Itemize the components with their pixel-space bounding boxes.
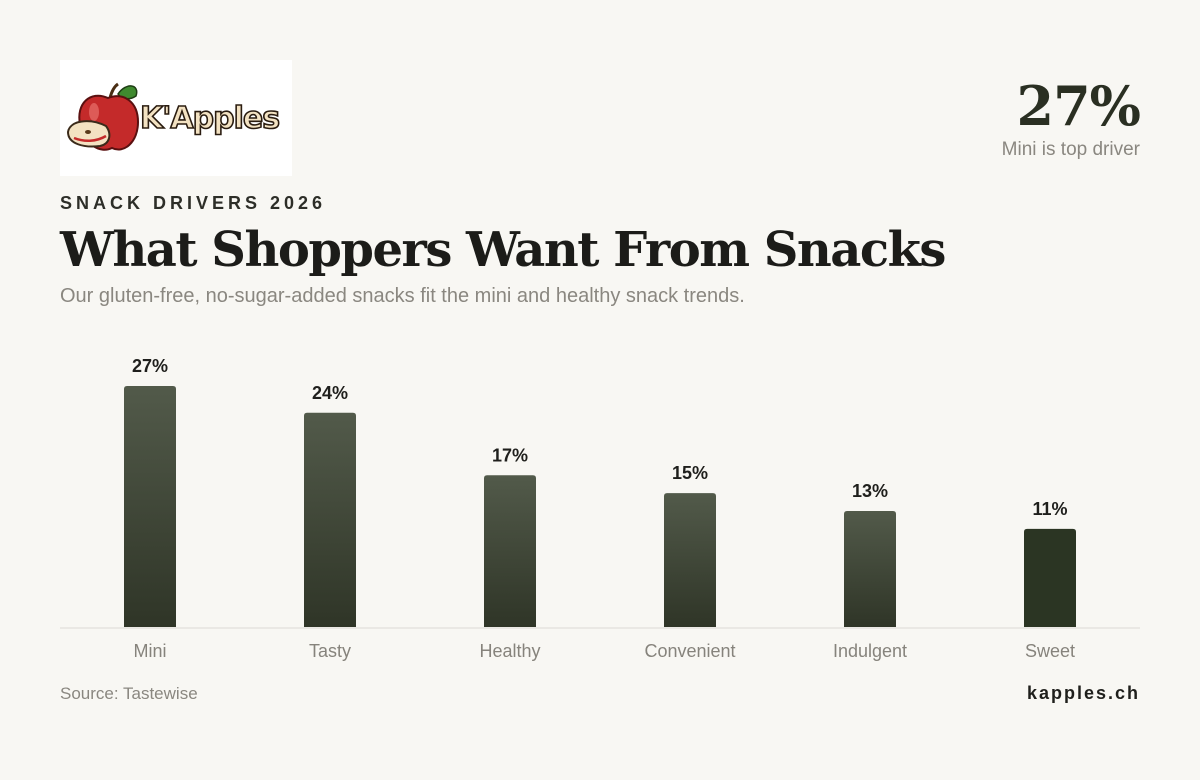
category-label: Indulgent	[833, 641, 907, 661]
bar-value-label: 17%	[492, 445, 528, 465]
bar-mini	[124, 386, 176, 627]
category-label: Mini	[133, 641, 166, 661]
kpi-block: 27% Mini is top driver	[1001, 74, 1141, 162]
brand-logo: K'Apples	[60, 60, 292, 176]
bar-value-label: 15%	[672, 463, 708, 483]
logo-wordmark: K'Apples	[140, 101, 279, 136]
page-title: What Shoppers Want From Snacks	[60, 222, 946, 278]
bar-sweet	[1024, 528, 1076, 627]
source-note: Source: Tastewise	[60, 684, 198, 703]
website-link[interactable]: kapples.ch	[1026, 683, 1140, 703]
eyebrow-label: SNACK DRIVERS 2026	[60, 193, 327, 213]
page-subtitle: Our gluten-free, no-sugar-added snacks f…	[60, 285, 745, 307]
category-label: Sweet	[1025, 641, 1075, 661]
bar-value-label: 27%	[132, 356, 168, 376]
bar-value-label: 24%	[312, 383, 348, 403]
category-label: Healthy	[479, 641, 540, 661]
kpi-caption: Mini is top driver	[1001, 139, 1140, 160]
category-label: Convenient	[644, 641, 735, 661]
bar-value-label: 11%	[1032, 499, 1067, 519]
bar-indulgent	[844, 510, 896, 627]
bar-convenient	[664, 493, 716, 627]
apple-logo-icon: K'Apples	[66, 82, 281, 151]
bar-healthy	[484, 475, 536, 627]
bar-value-label: 13%	[852, 481, 888, 501]
kpi-value: 27%	[1016, 74, 1141, 138]
bar-tasty	[304, 412, 356, 627]
category-label: Tasty	[309, 641, 351, 661]
